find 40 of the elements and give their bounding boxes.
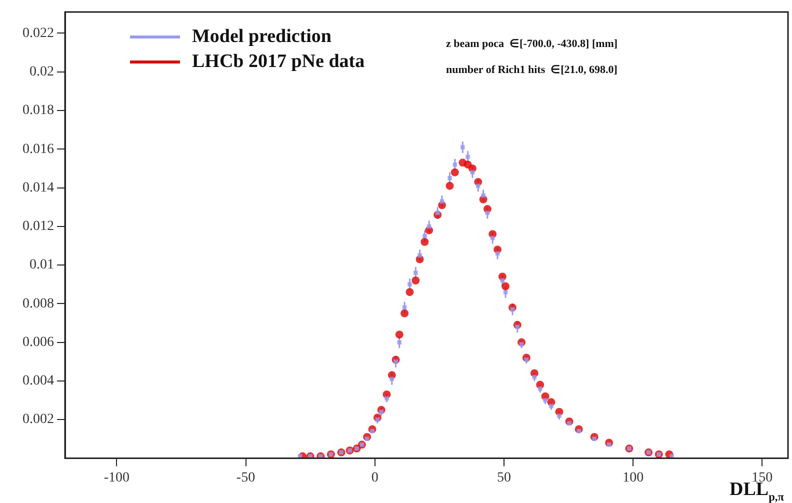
y-tick-label: 0.012 [22, 219, 54, 234]
point [481, 193, 486, 198]
y-tick-label: 0.006 [22, 334, 54, 350]
y-tick-label: 0.016 [22, 142, 54, 157]
legend-label: Model prediction [192, 26, 332, 47]
point [476, 184, 480, 188]
x-tick-label: 50 [496, 470, 511, 486]
x-tick-label: 100 [622, 470, 644, 486]
legend-label: LHCb 2017 pNe data [192, 50, 366, 72]
point [395, 330, 404, 339]
annotation: number of Rich1 hits ∈[21.0, 698.0] [446, 64, 618, 76]
point [414, 270, 418, 275]
point [408, 282, 412, 286]
point [460, 145, 465, 150]
point [448, 176, 452, 180]
point [397, 340, 402, 344]
point [420, 238, 429, 246]
point [502, 282, 510, 290]
y-tick-label: 0.014 [22, 180, 54, 196]
point [470, 170, 475, 174]
y-tick-label: 0.01 [30, 258, 54, 273]
point [422, 234, 427, 238]
point [440, 199, 444, 204]
point [418, 253, 422, 258]
y-tick-label: 0.004 [22, 374, 54, 389]
point [400, 309, 409, 318]
y-tick-label: 0.022 [22, 26, 54, 41]
point [466, 154, 470, 159]
annotation: z beam poca ∈[-700.0, -430.8] [mm] [446, 38, 618, 50]
y-tick-label: 0.02 [30, 64, 54, 80]
y-tick-label: 0.008 [22, 296, 54, 312]
x-tick-label: -50 [236, 470, 256, 486]
x-tick-label: -100 [104, 470, 130, 486]
point [450, 168, 459, 176]
y-tick-label: 0.018 [22, 103, 54, 118]
point [412, 276, 420, 284]
x-tick-label: 0 [371, 470, 378, 486]
point [406, 288, 414, 296]
y-tick-label: 0.002 [22, 412, 54, 428]
point [446, 182, 454, 190]
